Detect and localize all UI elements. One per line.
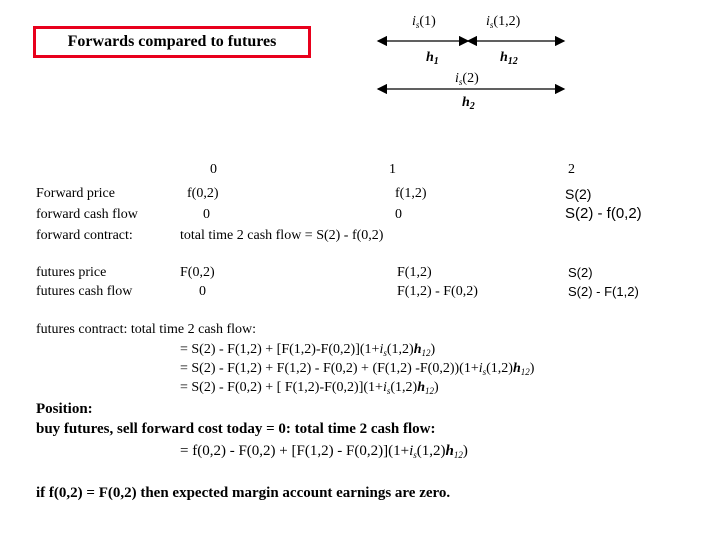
label-is12: is(1,2) bbox=[486, 14, 521, 30]
forward-price-t2: S(2) bbox=[565, 186, 592, 202]
futures-price-t2: S(2) bbox=[568, 265, 593, 280]
date-0: 0 bbox=[210, 162, 217, 177]
contract-line-1: = S(2) - F(1,2) + [F(1,2)-F(0,2)](1+is(1… bbox=[180, 342, 436, 358]
label-is2: is(2) bbox=[455, 71, 479, 87]
date-1: 1 bbox=[389, 162, 396, 177]
label-h1: h1 bbox=[426, 50, 439, 67]
date-2: 2 bbox=[568, 162, 575, 177]
forward-contract-label: forward contract: bbox=[36, 228, 133, 243]
futures-price-t1: F(1,2) bbox=[397, 265, 432, 280]
label-h12: h12 bbox=[500, 50, 518, 67]
contract-header: futures contract: total time 2 cash flow… bbox=[36, 322, 257, 337]
forward-price-label: Forward price bbox=[36, 186, 115, 201]
label-h2: h2 bbox=[462, 95, 475, 112]
position-line-2: = f(0,2) - F(0,2) + [F(1,2) - F(0,2)](1+… bbox=[180, 443, 468, 460]
forward-cashflow-t1: 0 bbox=[395, 207, 402, 222]
futures-cashflow-label: futures cash flow bbox=[36, 284, 133, 299]
label-is1: is(1) bbox=[412, 14, 436, 30]
forward-price-t0: f(0,2) bbox=[187, 186, 219, 201]
position-line-1: buy futures, sell forward cost today = 0… bbox=[36, 421, 436, 437]
futures-price-label: futures price bbox=[36, 265, 107, 280]
futures-cashflow-t1: F(1,2) - F(0,2) bbox=[397, 284, 478, 299]
forward-cashflow-t0: 0 bbox=[203, 207, 210, 222]
contract-line-3: = S(2) - F(0,2) + [ F(1,2)-F(0,2)](1+is(… bbox=[180, 380, 439, 396]
conclusion: if f(0,2) = F(0,2) then expected margin … bbox=[36, 485, 451, 501]
futures-cashflow-t2: S(2) - F(1,2) bbox=[568, 284, 639, 299]
forward-cashflow-label: forward cash flow bbox=[36, 207, 138, 222]
futures-price-t0: F(0,2) bbox=[180, 265, 215, 280]
futures-cashflow-t0: 0 bbox=[199, 284, 206, 299]
forward-price-t1: f(1,2) bbox=[395, 186, 427, 201]
position-heading: Position: bbox=[36, 401, 93, 417]
forward-total: total time 2 cash flow = S(2) - f(0,2) bbox=[180, 228, 384, 243]
forward-cashflow-t2: S(2) - f(0,2) bbox=[565, 205, 642, 222]
contract-line-2: = S(2) - F(1,2) + F(1,2) - F(0,2) + (F(1… bbox=[180, 361, 535, 377]
timeline-arrows bbox=[376, 35, 566, 95]
slide-title: Forwards compared to futures bbox=[33, 26, 311, 58]
